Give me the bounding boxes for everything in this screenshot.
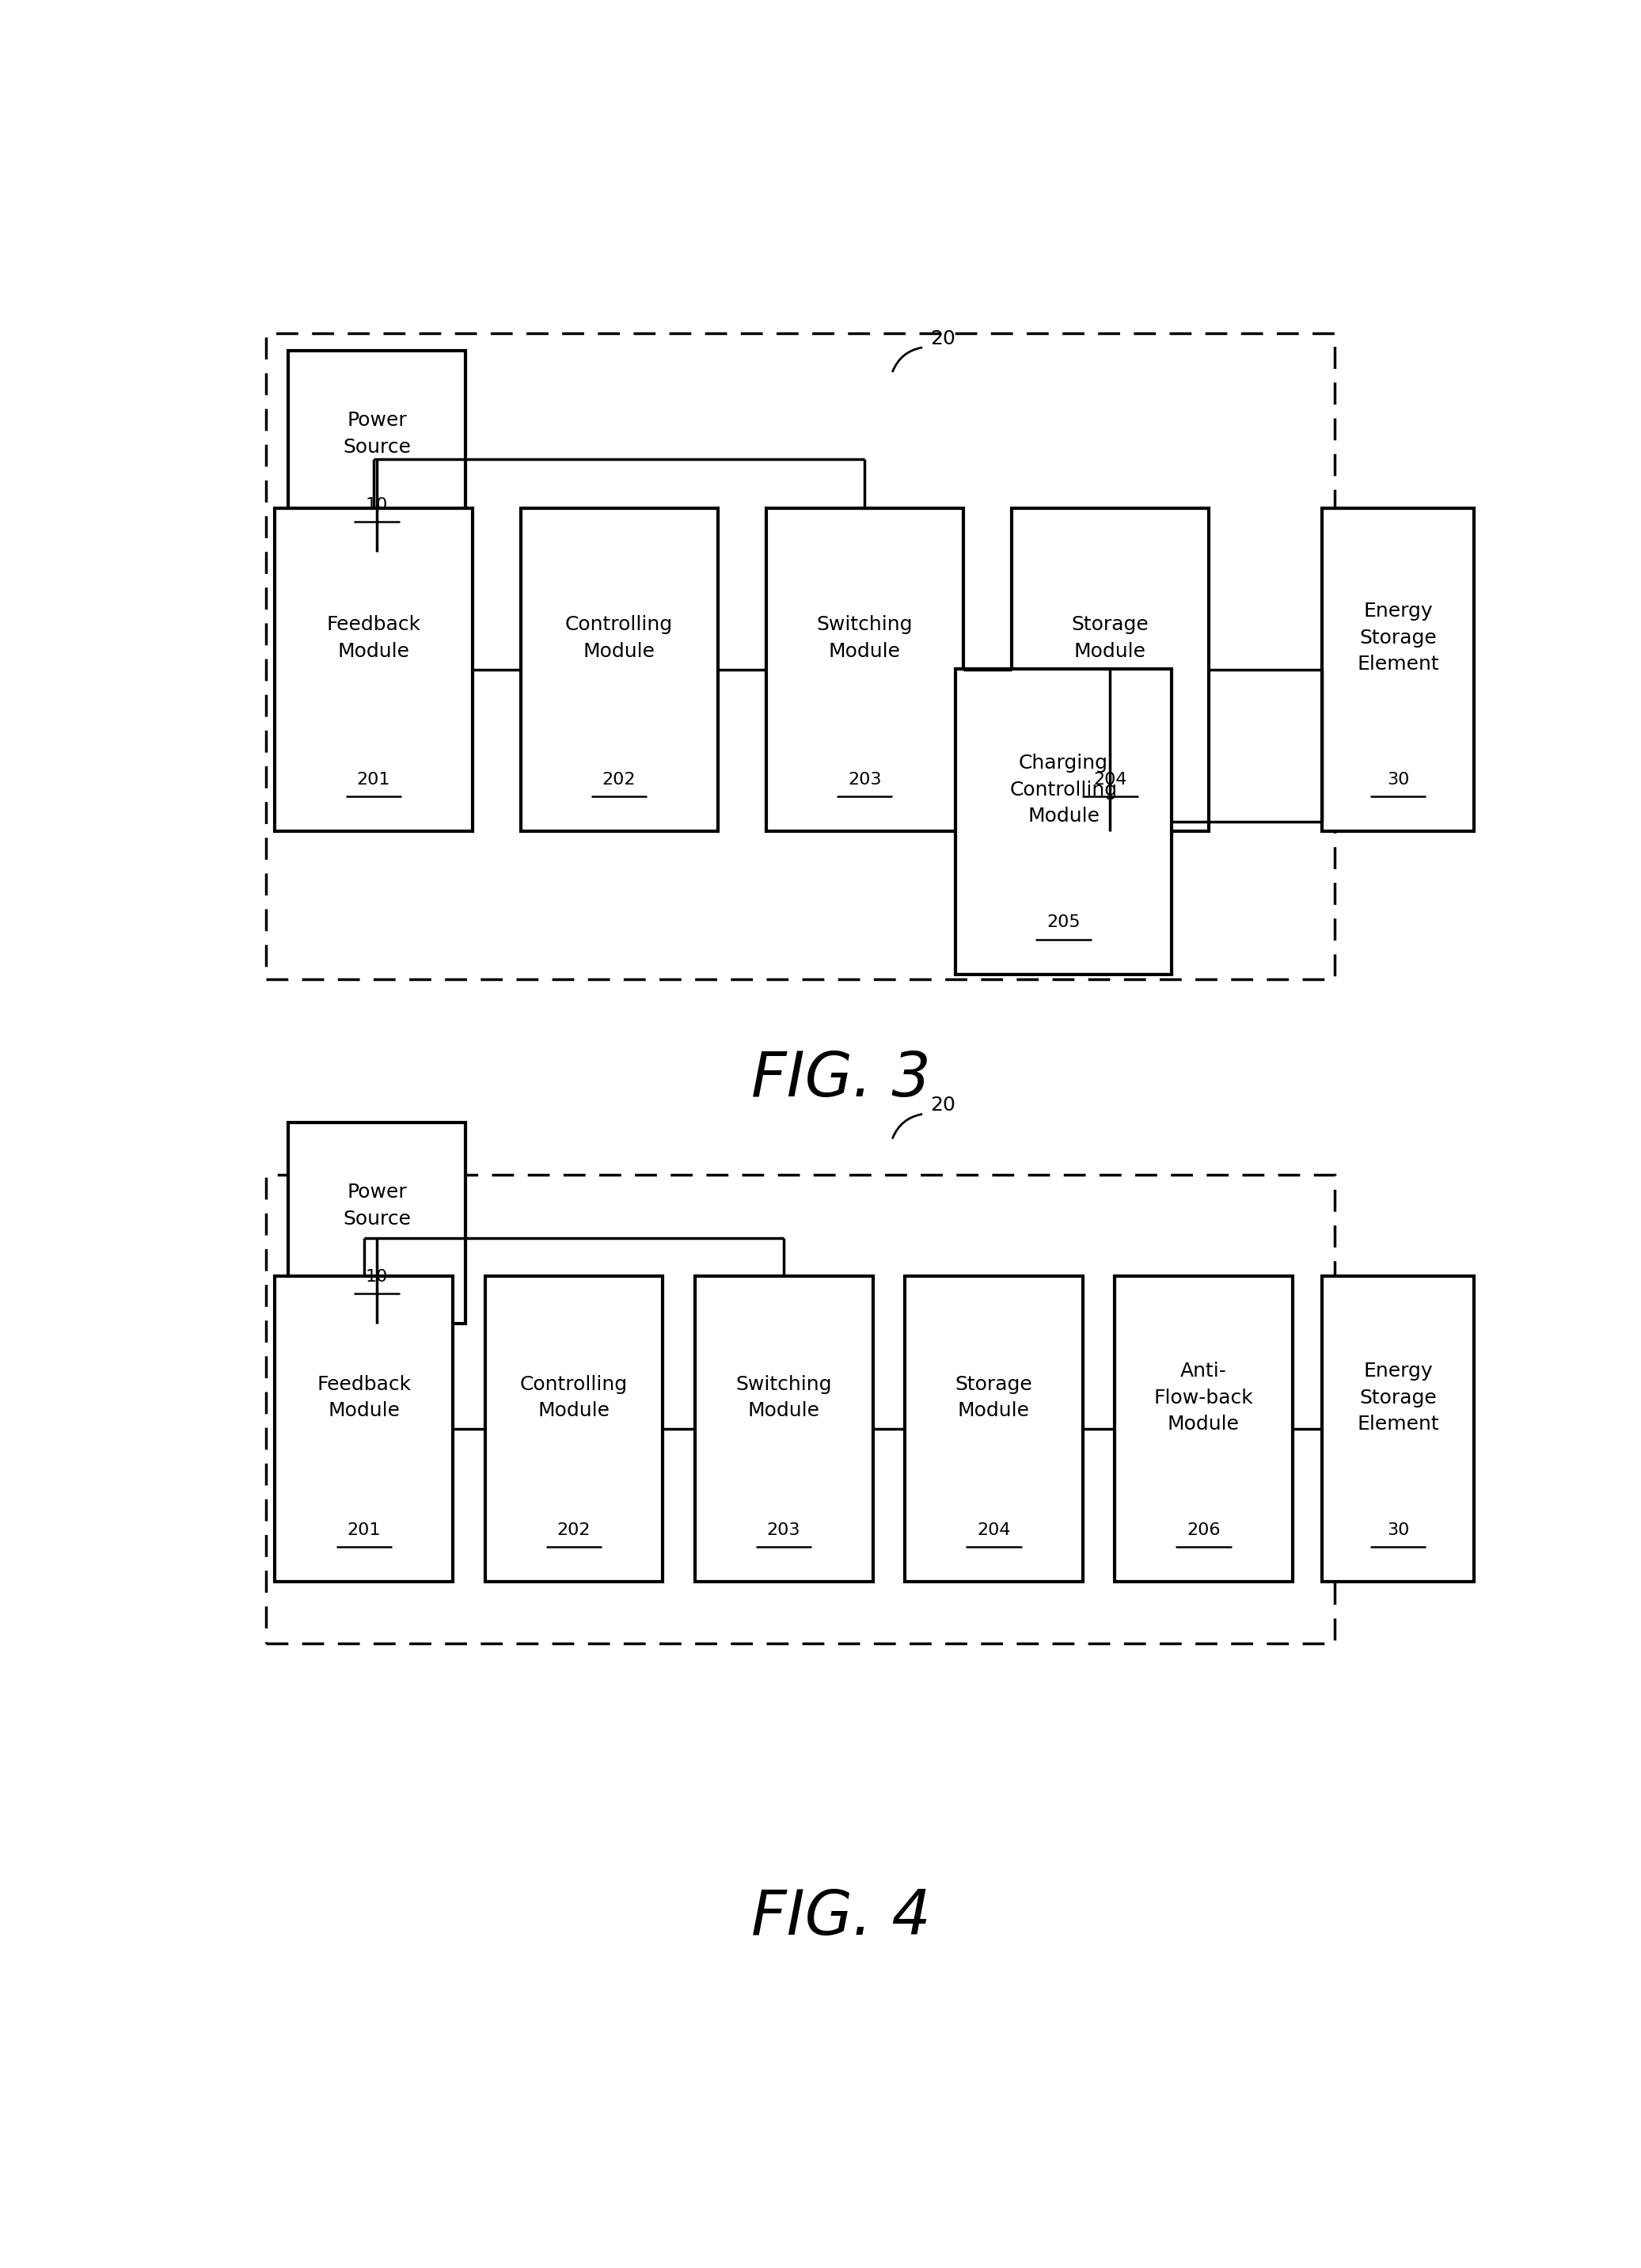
Bar <box>266 333 1334 980</box>
Text: Controlling
Module: Controlling Module <box>520 1374 629 1420</box>
Bar <box>486 1277 663 1583</box>
Text: Switching
Module: Switching Module <box>817 615 912 660</box>
Bar <box>276 1277 453 1583</box>
Text: Storage
Module: Storage Module <box>1072 615 1149 660</box>
Text: 20: 20 <box>930 1095 955 1114</box>
Text: Power
Source: Power Source <box>343 1184 410 1229</box>
Text: 30: 30 <box>1387 771 1410 787</box>
Text: 203: 203 <box>848 771 881 787</box>
Bar <box>1321 508 1474 830</box>
Text: Switching
Module: Switching Module <box>735 1374 832 1420</box>
Bar <box>1321 1277 1474 1583</box>
Text: 30: 30 <box>1387 1522 1410 1538</box>
Bar <box>287 352 466 551</box>
Bar <box>694 1277 873 1583</box>
Text: Energy
Storage
Element: Energy Storage Element <box>1357 601 1439 674</box>
Text: Feedback
Module: Feedback Module <box>317 1374 412 1420</box>
Text: 204: 204 <box>976 1522 1011 1538</box>
Text: Controlling
Module: Controlling Module <box>565 615 673 660</box>
Text: 206: 206 <box>1186 1522 1221 1538</box>
Bar <box>276 508 473 830</box>
Text: 20: 20 <box>930 329 955 347</box>
Bar <box>1114 1277 1293 1583</box>
Text: Energy
Storage
Element: Energy Storage Element <box>1357 1361 1439 1433</box>
Bar <box>1011 508 1208 830</box>
Text: 202: 202 <box>556 1522 591 1538</box>
Text: 201: 201 <box>348 1522 381 1538</box>
Text: 10: 10 <box>366 497 387 513</box>
Text: 10: 10 <box>366 1270 387 1286</box>
Text: 201: 201 <box>356 771 391 787</box>
Bar <box>266 1175 1334 1642</box>
Text: 203: 203 <box>766 1522 801 1538</box>
Text: FIG. 4: FIG. 4 <box>752 1887 930 1948</box>
Text: Storage
Module: Storage Module <box>955 1374 1032 1420</box>
Text: Charging
Controlling
Module: Charging Controlling Module <box>1009 753 1118 826</box>
Text: FIG. 3: FIG. 3 <box>752 1048 930 1109</box>
Text: 204: 204 <box>1093 771 1127 787</box>
Text: Power
Source: Power Source <box>343 411 410 456</box>
Text: Anti-
Flow-back
Module: Anti- Flow-back Module <box>1154 1361 1254 1433</box>
Bar <box>287 1123 466 1325</box>
Text: 202: 202 <box>602 771 637 787</box>
Bar <box>955 669 1172 975</box>
Bar <box>904 1277 1083 1583</box>
Text: Feedback
Module: Feedback Module <box>327 615 420 660</box>
Text: 205: 205 <box>1047 914 1080 930</box>
Bar <box>766 508 963 830</box>
Bar <box>520 508 717 830</box>
